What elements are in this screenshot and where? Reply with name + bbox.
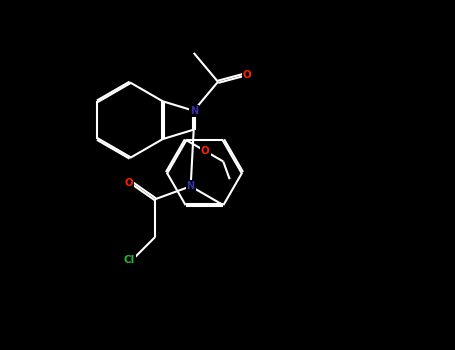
Text: O: O [201,146,210,156]
Text: O: O [243,70,252,80]
Text: N: N [187,181,195,191]
Text: Cl: Cl [123,254,135,265]
Text: N: N [190,106,198,116]
Text: O: O [125,178,133,188]
